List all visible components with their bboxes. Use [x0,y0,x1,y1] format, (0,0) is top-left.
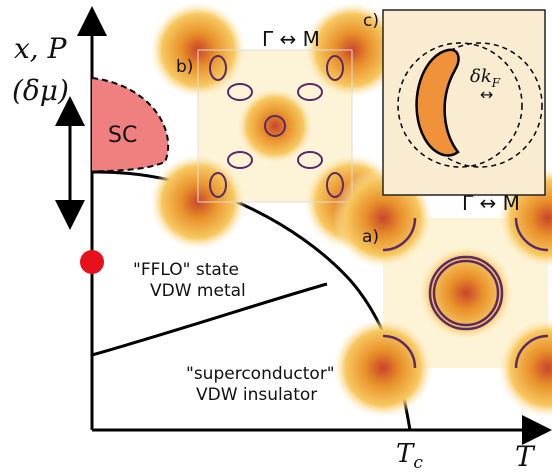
inset-c-tag: c) [363,11,379,31]
figure: x, P (δμ) T Tc SC "FFLO" state VDW metal… [0,0,552,473]
red-dot [80,250,104,274]
fflo-label: VDW metal [150,281,246,301]
insulator-label: "superconductor" [186,364,335,384]
inset-c [383,10,545,195]
inset-a-tag: a) [362,227,379,247]
sc-label: SC [108,123,137,148]
inset-c-arrow: ↔ [480,85,493,104]
fflo-label: "FFLO" state [133,260,239,280]
y-axis-label: x, P [14,32,68,65]
y-axis-label-alt: (δμ) [12,74,69,107]
inset-b-title: Γ ↔ M [262,27,320,51]
insulator-label: VDW insulator [196,385,317,405]
inset-b-tag: b) [176,57,193,77]
x-axis-label: T [515,440,536,473]
tc-label: Tc [396,439,423,473]
